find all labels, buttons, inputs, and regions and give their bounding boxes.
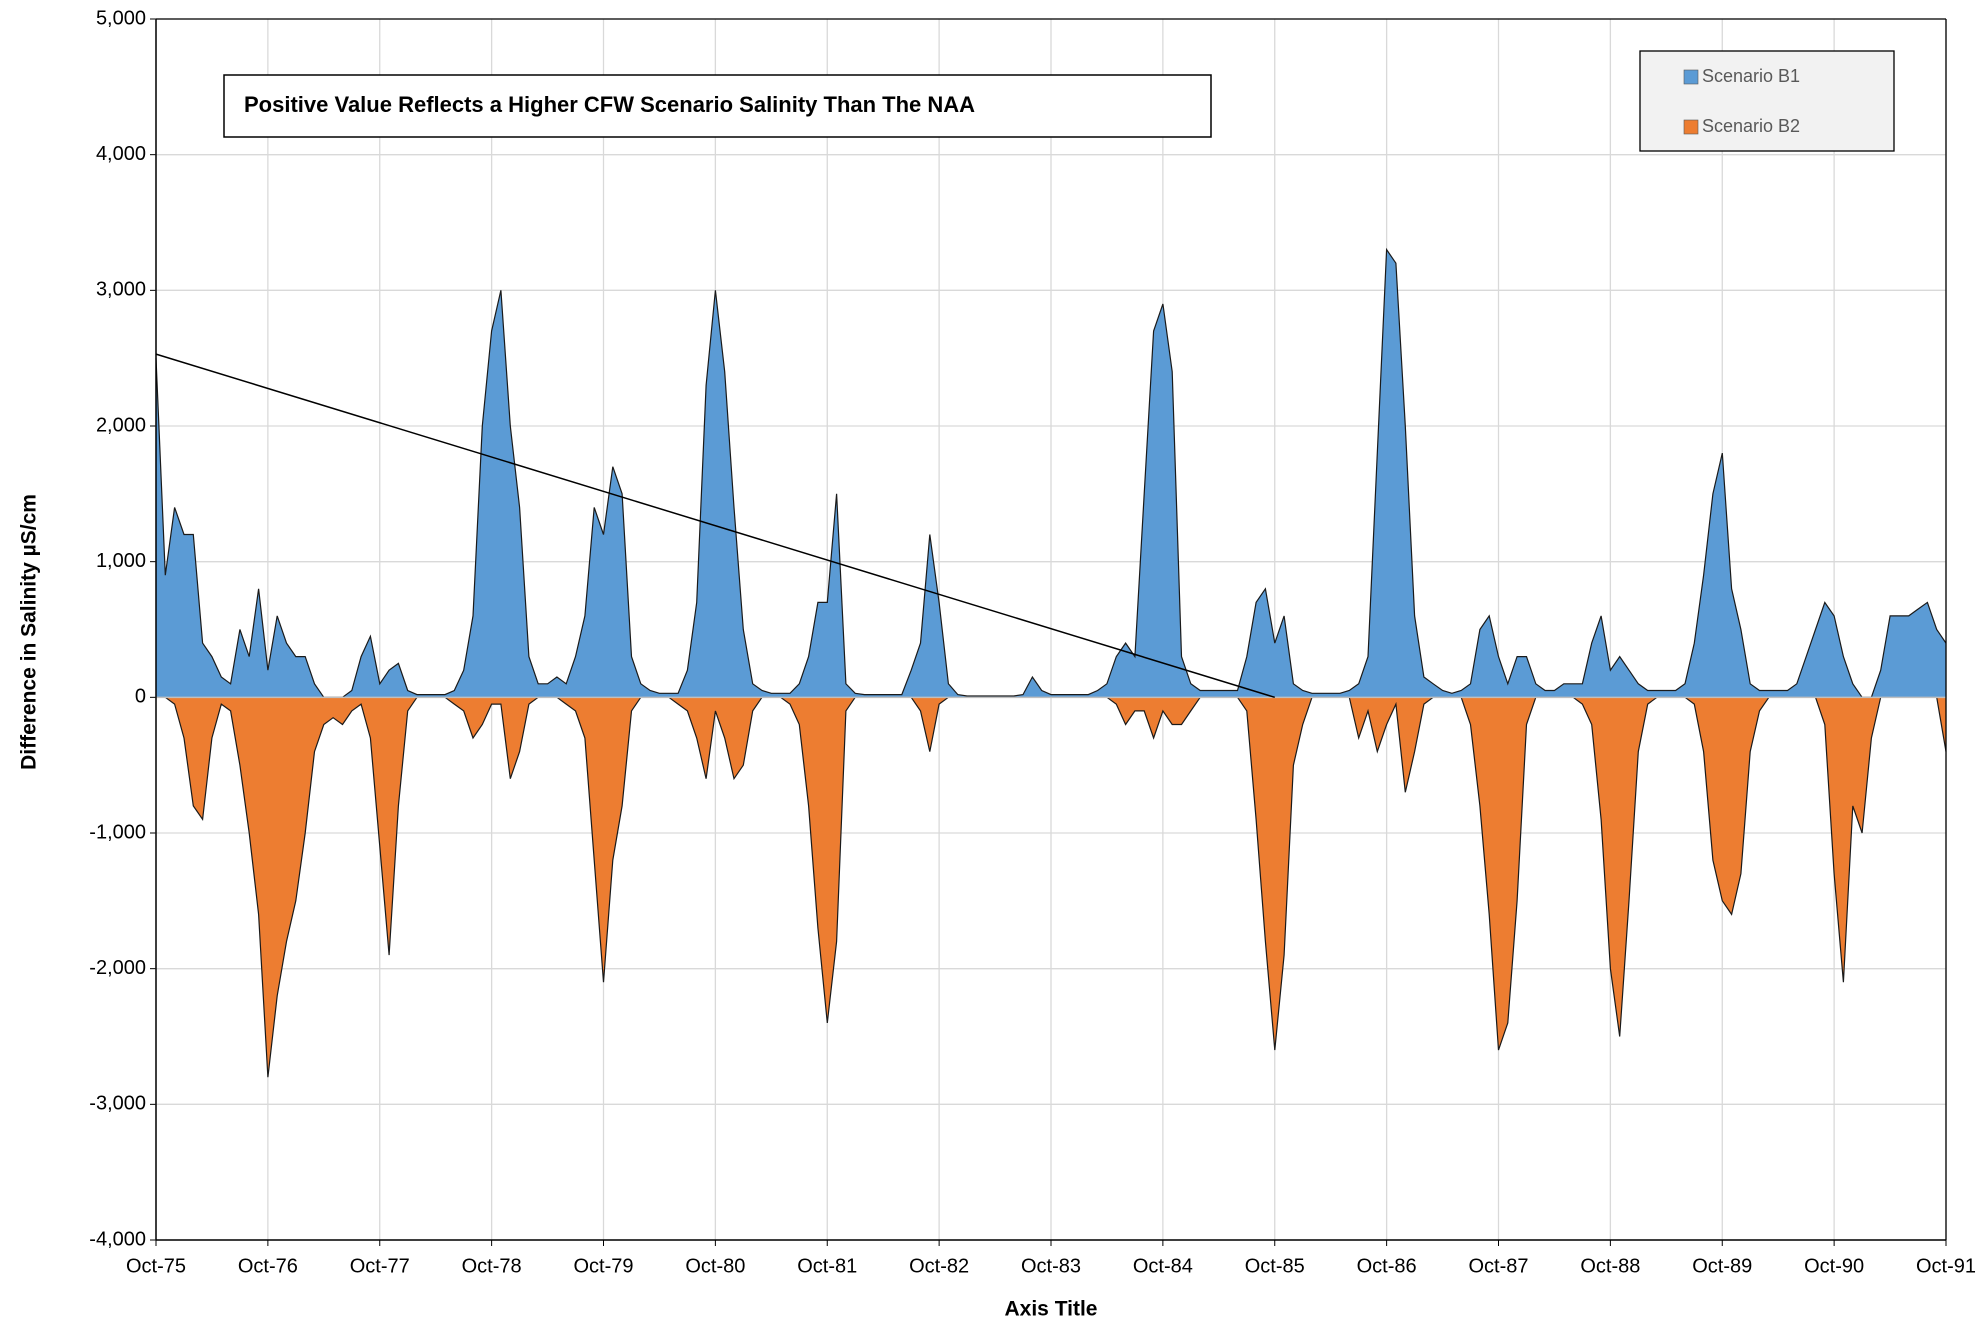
x-tick-label: Oct-80 bbox=[685, 1255, 745, 1277]
y-tick-label: 1,000 bbox=[96, 550, 146, 572]
x-axis-title: Axis Title bbox=[1005, 1298, 1098, 1321]
y-tick-label: -3,000 bbox=[89, 1093, 146, 1115]
legend-swatch bbox=[1683, 119, 1699, 135]
x-tick-label: Oct-90 bbox=[1804, 1255, 1864, 1277]
y-tick-label: -4,000 bbox=[89, 1228, 146, 1250]
x-tick-label: Oct-82 bbox=[909, 1255, 969, 1277]
y-axis-title: Difference in Salinity µS/cm bbox=[18, 494, 41, 770]
x-tick-label: Oct-91 bbox=[1916, 1255, 1976, 1277]
legend-label: Scenario B1 bbox=[1702, 66, 1800, 86]
area bbox=[156, 249, 1946, 698]
x-tick-label: Oct-88 bbox=[1580, 1255, 1640, 1277]
legend-swatch bbox=[1683, 69, 1699, 85]
y-tick-label: 5,000 bbox=[96, 7, 146, 29]
x-tick-label: Oct-86 bbox=[1357, 1255, 1417, 1277]
annotation: Positive Value Reflects a Higher CFW Sce… bbox=[244, 92, 975, 117]
legend-label: Scenario B2 bbox=[1702, 116, 1800, 136]
y-tick-label: 0 bbox=[135, 686, 146, 708]
area bbox=[156, 697, 1946, 1078]
trendline bbox=[155, 353, 1275, 699]
x-tick-label: Oct-75 bbox=[126, 1255, 186, 1277]
x-tick-label: Oct-89 bbox=[1692, 1255, 1752, 1277]
x-tick-label: Oct-79 bbox=[573, 1255, 633, 1277]
y-tick-label: 3,000 bbox=[96, 279, 146, 301]
x-tick-label: Oct-81 bbox=[797, 1255, 857, 1277]
y-tick-label: -2,000 bbox=[89, 957, 146, 979]
area-outline bbox=[155, 247, 1947, 698]
y-tick-label: -1,000 bbox=[89, 821, 146, 843]
legend-box bbox=[1639, 50, 1895, 152]
x-tick-label: Oct-84 bbox=[1133, 1255, 1193, 1277]
x-tick-label: Oct-85 bbox=[1245, 1255, 1305, 1277]
y-tick-label: 4,000 bbox=[96, 143, 146, 165]
x-tick-label: Oct-83 bbox=[1021, 1255, 1081, 1277]
annotation-box bbox=[223, 74, 1212, 138]
x-tick-label: Oct-77 bbox=[350, 1255, 410, 1277]
y-tick-label: 2,000 bbox=[96, 414, 146, 436]
x-tick-label: Oct-78 bbox=[462, 1255, 522, 1277]
x-tick-label: Oct-76 bbox=[238, 1255, 298, 1277]
x-tick-label: Oct-87 bbox=[1468, 1255, 1528, 1277]
